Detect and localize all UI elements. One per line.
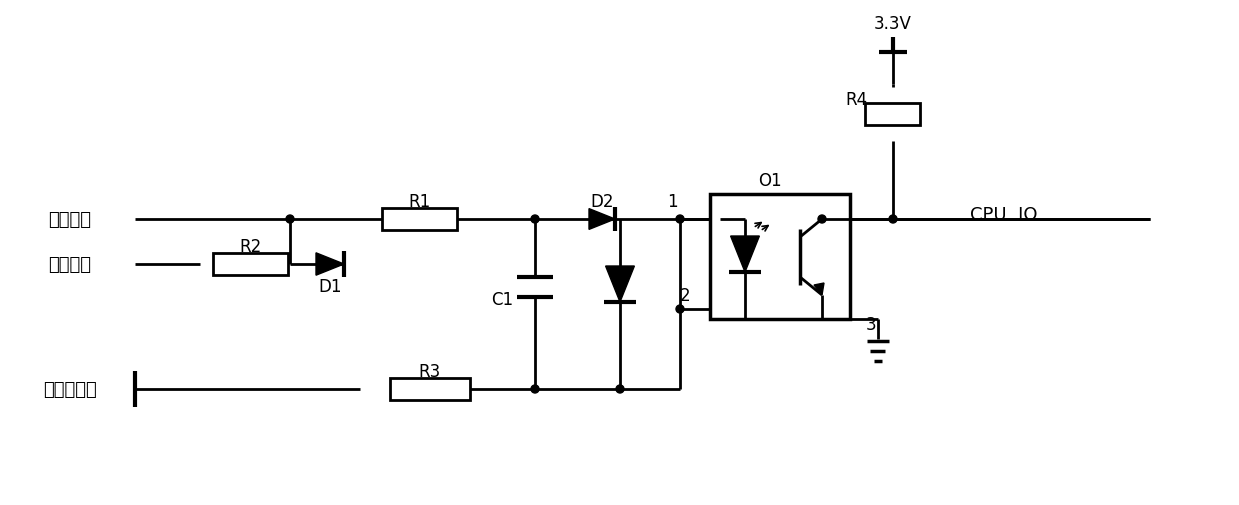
Text: 3: 3 (866, 316, 877, 333)
Text: C1: C1 (491, 290, 513, 309)
Circle shape (890, 216, 897, 224)
Text: 自检信号: 自检信号 (48, 256, 92, 274)
Text: 2: 2 (680, 286, 690, 305)
Text: R3: R3 (419, 362, 441, 380)
Text: 开入电源地: 开入电源地 (43, 380, 97, 398)
Circle shape (286, 216, 294, 224)
Text: D2: D2 (590, 192, 613, 211)
Text: O1: O1 (758, 172, 782, 189)
Text: R1: R1 (409, 192, 431, 211)
Circle shape (616, 385, 624, 393)
Circle shape (532, 385, 539, 393)
Text: CPU  IO: CPU IO (970, 206, 1037, 224)
Bar (383, 209, 457, 231)
Polygon shape (606, 267, 634, 302)
Text: 3.3V: 3.3V (873, 15, 912, 33)
Text: R2: R2 (239, 237, 261, 256)
Bar (390, 378, 470, 400)
Bar (866, 104, 921, 126)
Circle shape (818, 216, 826, 224)
Circle shape (532, 216, 539, 224)
Circle shape (676, 306, 684, 314)
Text: 开入信号: 开入信号 (48, 211, 92, 229)
Text: 1: 1 (667, 192, 678, 211)
Text: R4: R4 (846, 91, 869, 109)
Polygon shape (814, 283, 824, 295)
Bar (710, 194, 850, 319)
Bar (213, 254, 287, 275)
Polygon shape (316, 254, 344, 276)
Polygon shape (589, 209, 615, 230)
Circle shape (676, 216, 684, 224)
Polygon shape (731, 236, 760, 273)
Text: D1: D1 (318, 277, 342, 295)
